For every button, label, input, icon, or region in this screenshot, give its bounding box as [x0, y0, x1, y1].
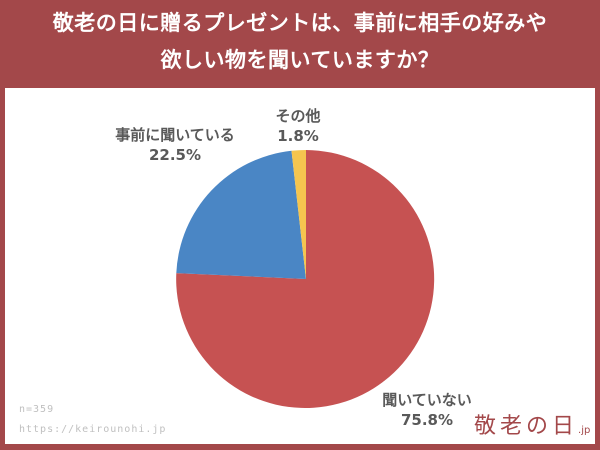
- logo-suffix: .jp: [578, 425, 591, 436]
- label-other: その他 1.8%: [258, 106, 338, 146]
- header: 敬老の日に贈るプレゼントは、事前に相手の好みや 欲しい物を聞いていますか？: [0, 0, 600, 88]
- sample-size: n=359: [19, 404, 55, 415]
- site-logo: 敬老の日.jp: [474, 408, 590, 440]
- label-asked-value: 22.5%: [148, 146, 202, 164]
- logo-text: 敬老の日: [474, 414, 579, 439]
- label-other-value: 1.8%: [277, 127, 319, 145]
- label-not-asked-name: 聞いていない: [382, 391, 472, 409]
- label-not-asked: 聞いていない 75.8%: [372, 390, 482, 430]
- slice-asked: [176, 150, 306, 279]
- slice-not-asked: [176, 150, 435, 408]
- label-not-asked-value: 75.8%: [400, 411, 454, 429]
- label-asked: 事前に聞いている 22.5%: [100, 125, 250, 165]
- label-other-name: その他: [275, 107, 321, 125]
- source-url: https://keirounohi.jp: [19, 424, 167, 435]
- chart-title-line-1: 敬老の日に贈るプレゼントは、事前に相手の好みや: [52, 11, 548, 35]
- chart-title-line-2: 欲しい物を聞いていますか？: [160, 48, 440, 72]
- slice-other: [291, 149, 306, 279]
- label-asked-name: 事前に聞いている: [115, 126, 235, 144]
